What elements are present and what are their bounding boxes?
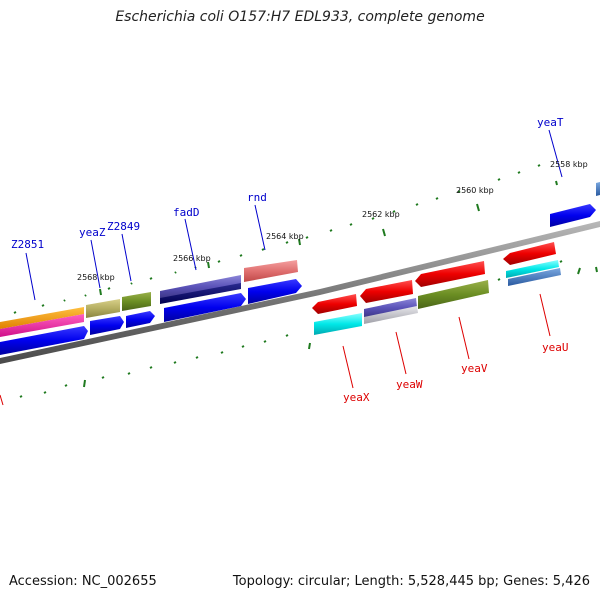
outer-scale-major-ticks (99, 180, 558, 296)
gene-yeat-arrow-blue (550, 204, 596, 227)
genome-backbone (0, 221, 600, 364)
gene-arrow-blue-4 (164, 293, 246, 322)
scale-label-2558: 2558 kbp (550, 160, 588, 169)
gene-z2851-magenta (0, 314, 84, 337)
gene-z2851-orange (0, 307, 84, 329)
scale-label-2562: 2562 kbp (362, 210, 400, 219)
gene-yeaz-khaki (86, 299, 120, 318)
scale-label-2560: 2560 kbp (456, 186, 494, 195)
gene-fadd-slate (160, 275, 241, 299)
gene-yeax-cyan (314, 313, 362, 335)
gene-arrow-blue-2 (90, 316, 124, 335)
scale-label-2564: 2564 kbp (266, 232, 304, 241)
gene-label-yeaz: yeaZ (79, 226, 106, 239)
gene-yeaw-silver (364, 306, 418, 324)
gene-yeav-olive (418, 280, 489, 309)
gene-label-yeax: yeaX (343, 391, 370, 404)
gene-yeaw-slate (364, 298, 417, 318)
gene-arrow-blue-1 (0, 326, 88, 355)
gene-yeax-arrow-red (312, 294, 357, 314)
gene-yeau-cyan (506, 260, 559, 278)
forward-label-leaders (25, 129, 563, 301)
gene-yeau-arrow-red (503, 242, 556, 265)
gene-label-fadd: fadD (173, 206, 200, 219)
scale-label-2566: 2566 kbp (173, 254, 211, 263)
inner-scale-major-ticks (83, 266, 598, 388)
outer-scale-ring (13, 164, 541, 314)
gene-rnd-pink (244, 260, 298, 282)
gene-label-yeau: yeaU (542, 341, 569, 354)
gene-label-z2849: Z2849 (107, 220, 140, 233)
gene-label-z2851: Z2851 (11, 238, 44, 251)
gene-label-yeat: yeaT (537, 116, 564, 129)
gene-label-yeaw: yeaW (396, 378, 423, 391)
accession-text: Accession: NC_002655 (9, 574, 157, 589)
map-title: Escherichia coli O157:H7 EDL933, complet… (115, 9, 485, 25)
gene-label-rnd: rnd (247, 191, 267, 204)
gene-arrow-blue-5 (248, 279, 302, 304)
gene-edge-steel (596, 182, 600, 196)
gene-z2849-olive (122, 292, 151, 311)
scale-label-2568: 2568 kbp (77, 273, 115, 282)
gene-yeau-steel (508, 268, 561, 286)
forward-strand-genes (0, 182, 600, 355)
gene-arrow-blue-3 (126, 311, 155, 328)
gene-yeav-arrow-red (415, 261, 485, 287)
gene-yeaw-arrow-red (360, 280, 413, 303)
reverse-strand-genes (312, 242, 561, 335)
reverse-label-leaders (0, 293, 551, 406)
gene-fadd-navy (160, 283, 241, 304)
gene-label-yeav: yeaV (461, 362, 488, 375)
genome-summary-text: Topology: circular; Length: 5,528,445 bp… (232, 574, 590, 589)
